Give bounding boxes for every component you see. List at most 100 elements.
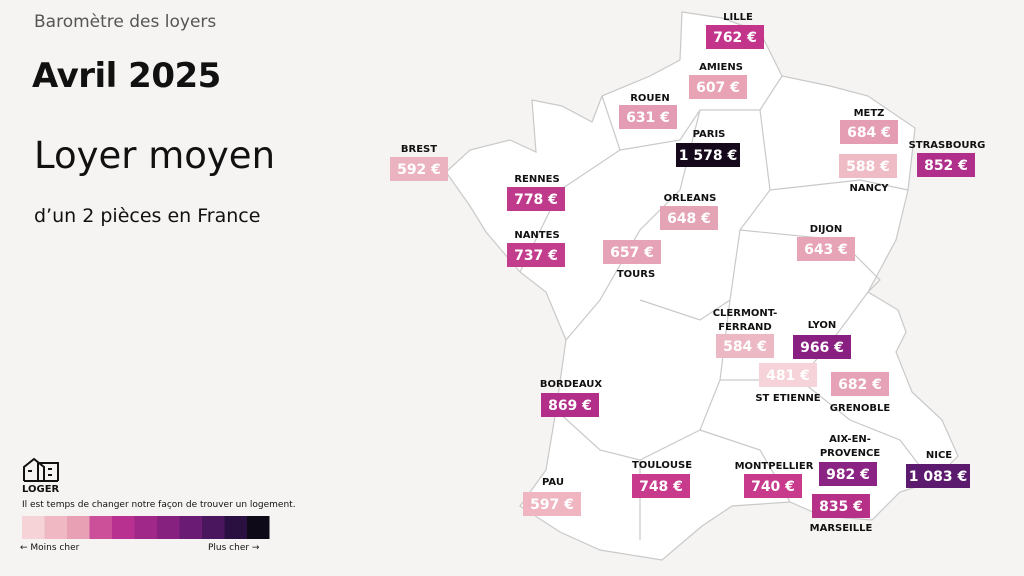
legend-swatch <box>179 516 202 539</box>
price: 597 € <box>530 497 574 513</box>
price: 1 578 € <box>679 148 737 164</box>
price-box <box>917 153 975 177</box>
legend-swatch <box>67 516 90 539</box>
region-borders <box>519 75 933 540</box>
price-box <box>619 105 677 129</box>
price: 966 € <box>800 340 844 356</box>
price-box <box>676 143 740 167</box>
price-box <box>744 474 802 498</box>
price: 643 € <box>804 242 848 258</box>
city-name: METZ <box>854 108 885 119</box>
price: 835 € <box>819 499 863 515</box>
price: 869 € <box>548 398 592 414</box>
price: 740 € <box>751 479 795 495</box>
city-name: BREST <box>401 144 437 155</box>
price: 684 € <box>847 125 891 141</box>
legend-swatch <box>134 516 157 539</box>
price: 648 € <box>667 211 711 227</box>
price-box <box>390 157 448 181</box>
city-name: PAU <box>542 477 564 488</box>
price-box <box>632 474 690 498</box>
price: 852 € <box>924 158 968 174</box>
legend-swatch <box>157 516 180 539</box>
price-box <box>507 187 565 211</box>
legend-swatch <box>22 516 45 539</box>
city-name: STRASBOURG <box>909 140 986 151</box>
price-box <box>819 462 877 486</box>
price: 657 € <box>610 245 654 261</box>
city-markers: 762 € LILLE 607 € AMIENS 631 € ROUEN 1 578 € PA… <box>390 12 985 534</box>
price-box <box>523 492 581 516</box>
city-name: AIX-EN- <box>829 434 871 445</box>
legend-swatch <box>224 516 247 539</box>
france-map <box>445 11 959 561</box>
legend-high: Plus cher → <box>208 543 260 553</box>
brand-logo <box>23 457 59 482</box>
price: 682 € <box>838 377 882 393</box>
city-name: RENNES <box>514 174 559 185</box>
city-name: TOURS <box>617 269 655 280</box>
price-box <box>541 393 599 417</box>
kicker: Baromètre des loyers <box>34 12 217 32</box>
price-box <box>839 154 897 178</box>
price-box <box>906 464 970 488</box>
heading: Loyer moyen <box>34 134 276 177</box>
legend-swatch <box>202 516 225 539</box>
city-name: LILLE <box>723 12 753 23</box>
city-name: NICE <box>926 450 952 461</box>
price: 592 € <box>397 162 441 178</box>
price: 762 € <box>713 30 757 46</box>
city-name: MARSEILLE <box>810 523 873 534</box>
city-name: BORDEAUX <box>540 379 603 390</box>
subheading: d’un 2 pièces en France <box>34 205 261 227</box>
city-name: ROUEN <box>630 93 670 104</box>
city-name: TOULOUSE <box>632 460 692 471</box>
price: 748 € <box>639 479 683 495</box>
price-box <box>831 372 889 396</box>
city-name: MONTPELLIER <box>735 461 814 472</box>
price: 631 € <box>626 110 670 126</box>
city-name: AMIENS <box>699 62 743 73</box>
legend-swatch <box>44 516 67 539</box>
city-name: LYON <box>808 320 837 331</box>
legend-low: ← Moins cher <box>20 543 80 553</box>
price-box <box>660 206 718 230</box>
city-name: PROVENCE <box>820 448 881 459</box>
city-name: PARIS <box>693 129 726 140</box>
price-box <box>793 335 851 359</box>
legend <box>22 516 270 539</box>
brand-tagline: Il est temps de changer notre façon de t… <box>22 500 296 510</box>
city-name: DIJON <box>810 224 843 235</box>
price: 588 € <box>846 159 890 175</box>
price-box <box>840 120 898 144</box>
city-name: ST ETIENNE <box>755 393 820 404</box>
city-name: NANTES <box>514 230 559 241</box>
legend-swatch <box>89 516 112 539</box>
price: 584 € <box>723 339 767 355</box>
price-box <box>716 334 774 358</box>
city-name: NANCY <box>849 183 889 194</box>
city-name: FERRAND <box>718 322 771 333</box>
price-box <box>689 75 747 99</box>
price-box <box>603 240 661 264</box>
legend-swatch <box>112 516 135 539</box>
price-box <box>507 243 565 267</box>
price-box <box>706 25 764 49</box>
title: Avril 2025 <box>32 56 221 96</box>
price: 607 € <box>696 80 740 96</box>
price: 737 € <box>514 248 558 264</box>
city-name: CLERMONT- <box>713 308 778 319</box>
price: 481 € <box>766 368 810 384</box>
price-box <box>797 237 855 261</box>
city-name: GRENOBLE <box>830 403 891 414</box>
brand-name: LOGER <box>22 484 60 495</box>
price-box <box>759 363 817 387</box>
price-box <box>812 494 870 518</box>
price: 1 083 € <box>909 469 967 485</box>
price: 778 € <box>514 192 558 208</box>
legend-swatch <box>247 516 270 539</box>
price: 982 € <box>826 467 870 483</box>
